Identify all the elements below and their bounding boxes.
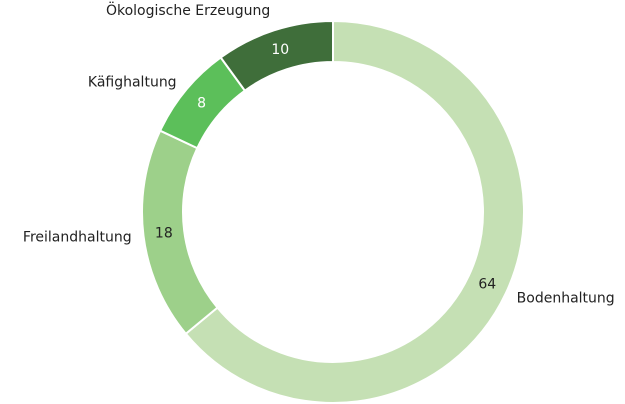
value-label: 10 <box>271 42 289 58</box>
donut-segment <box>184 19 525 404</box>
category-label: Käfighaltung <box>88 75 177 91</box>
value-label: 8 <box>197 95 206 111</box>
donut-segment <box>219 19 334 93</box>
value-label: 64 <box>478 277 496 293</box>
value-label: 18 <box>155 225 173 241</box>
category-label: Ökologische Erzeugung <box>106 1 270 19</box>
category-label: Bodenhaltung <box>517 290 615 306</box>
donut-segment <box>141 129 219 336</box>
category-label: Freilandhaltung <box>23 229 132 245</box>
